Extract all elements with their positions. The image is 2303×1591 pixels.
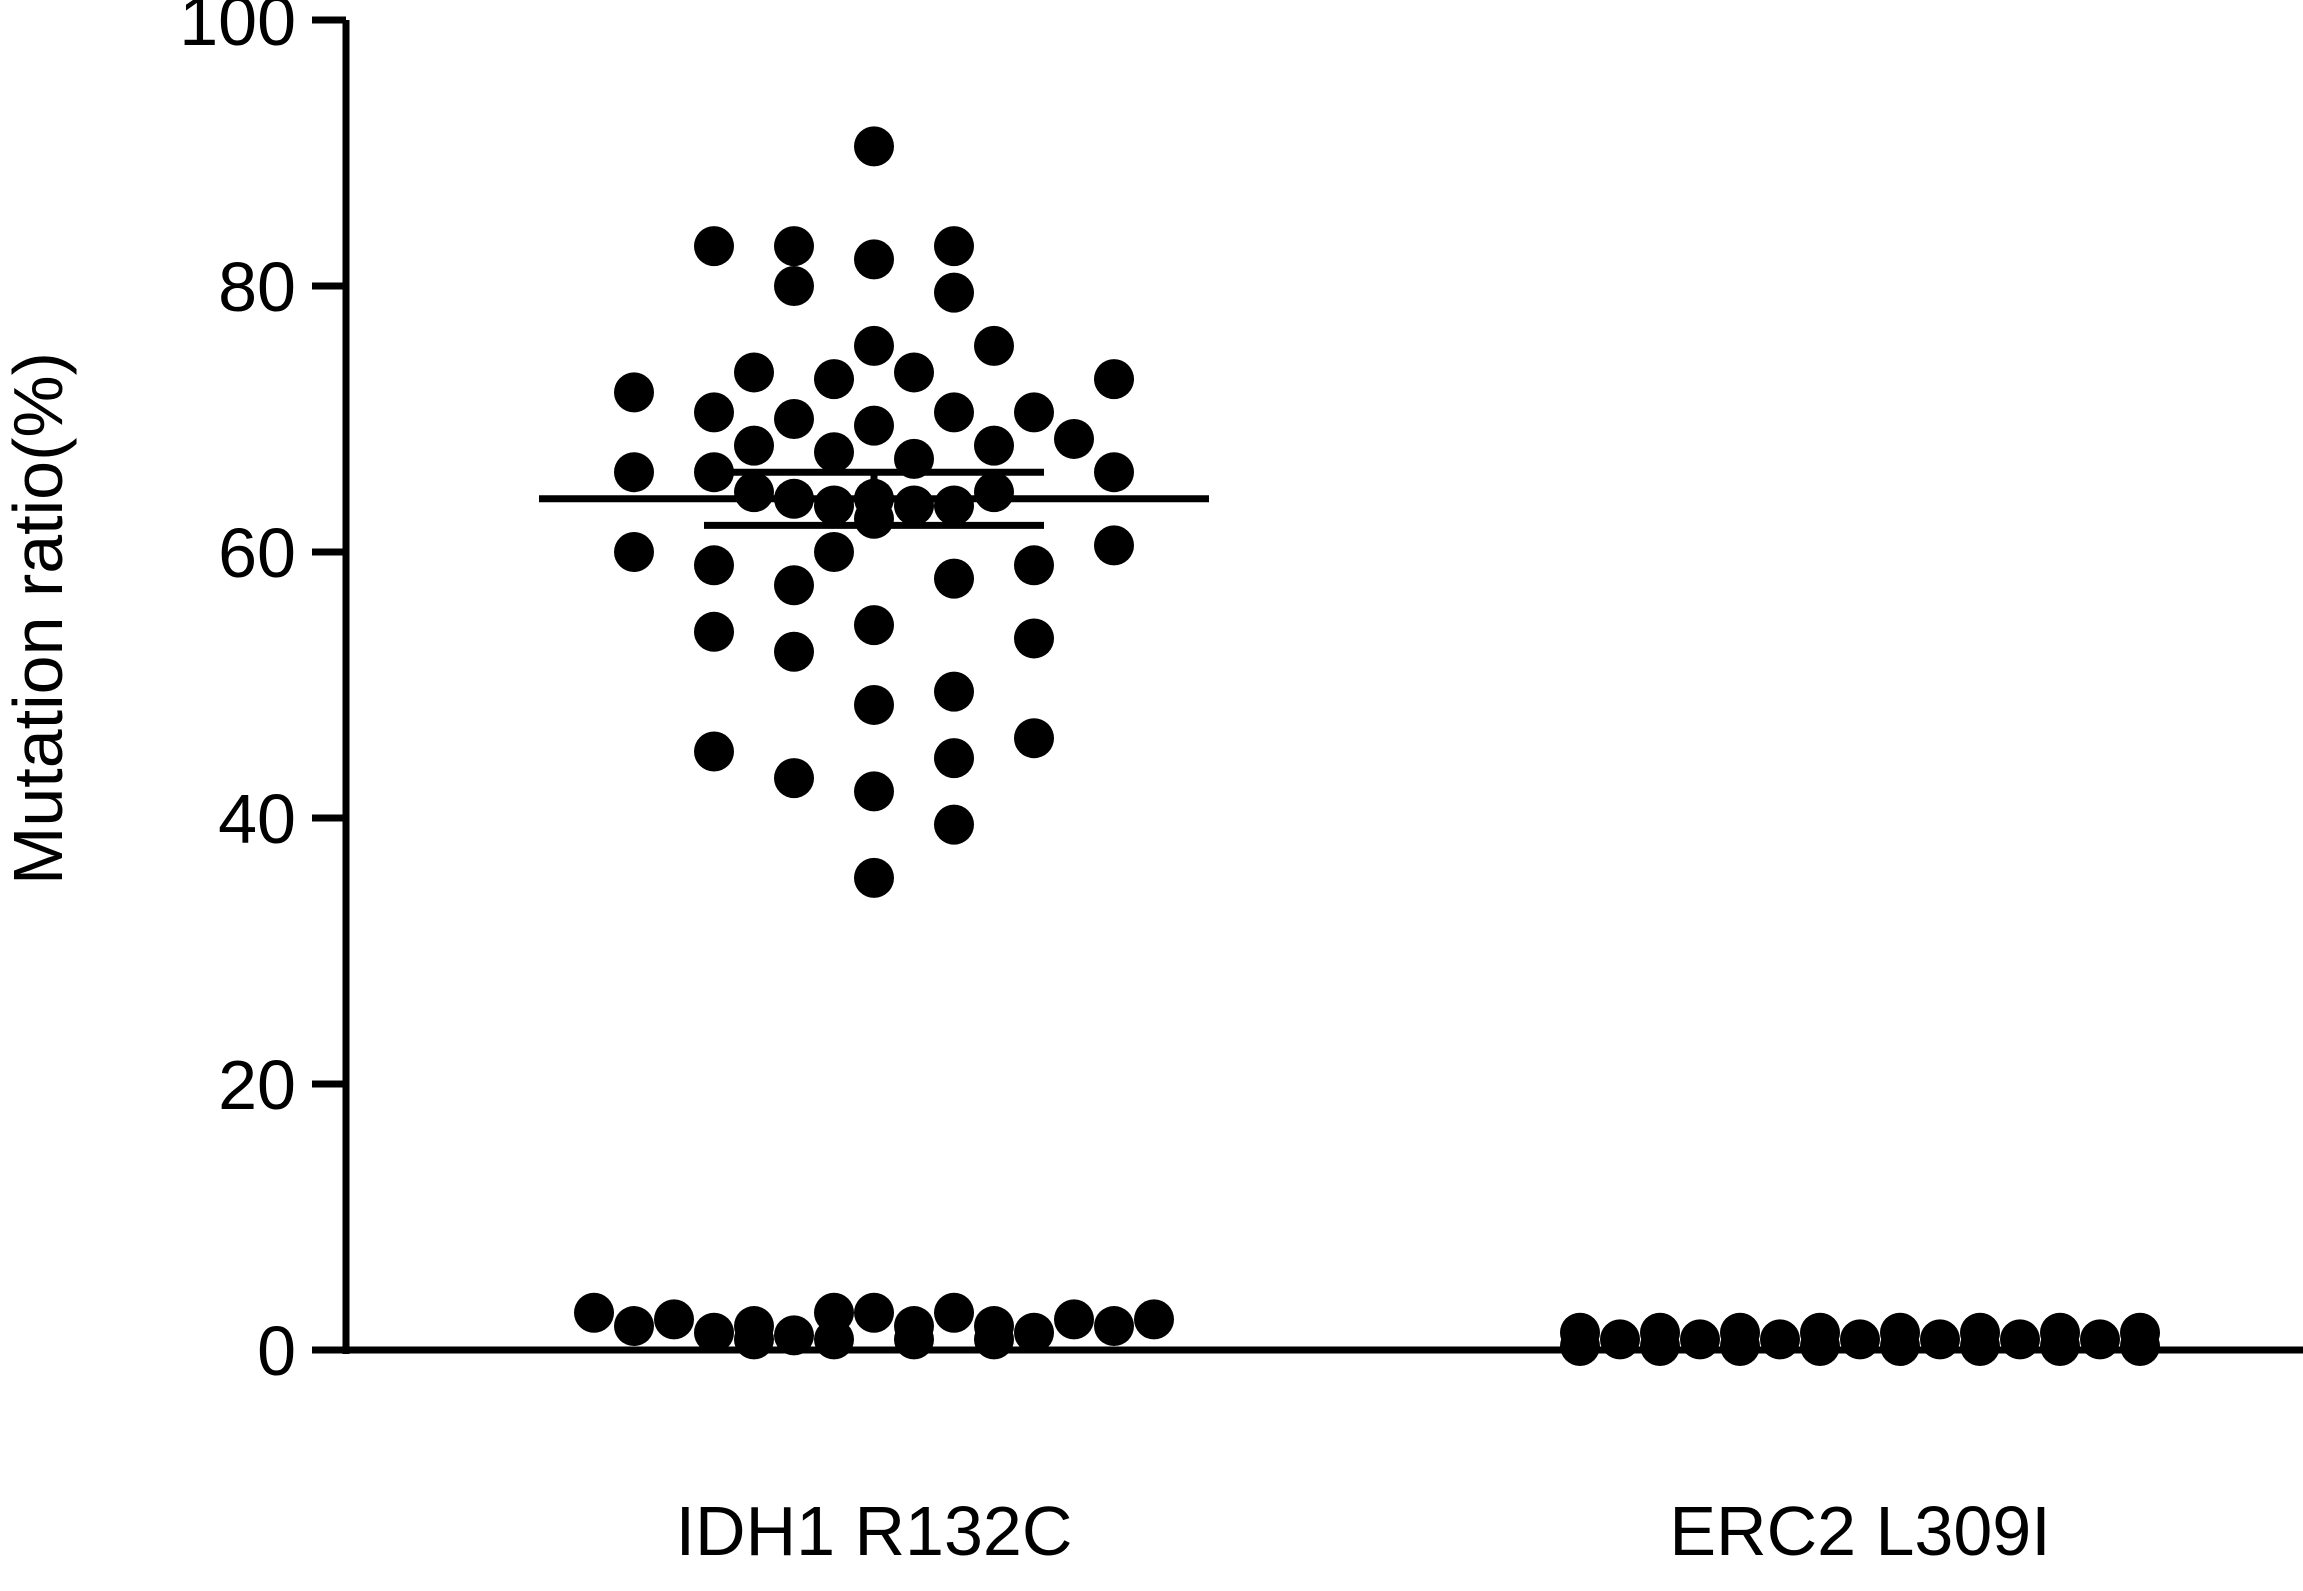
x-axis-category-labels: IDH1 R132C ERC2 L309I xyxy=(676,1492,2051,1570)
y-tick-label: 100 xyxy=(179,0,296,60)
data-point xyxy=(934,1292,974,1333)
data-point xyxy=(614,372,654,413)
data-point xyxy=(1014,618,1054,659)
data-point xyxy=(894,352,934,393)
data-point xyxy=(774,1315,814,1356)
data-point xyxy=(974,472,1014,513)
data-point xyxy=(734,472,774,513)
data-point xyxy=(694,392,734,433)
data-point xyxy=(934,392,974,433)
data-point xyxy=(934,272,974,313)
data-point xyxy=(814,359,854,400)
data-point xyxy=(814,485,854,526)
data-point xyxy=(654,1299,694,1340)
data-point xyxy=(774,266,814,306)
x-category-label: ERC2 L309I xyxy=(1669,1492,2050,1570)
data-point xyxy=(974,425,1014,466)
data-point xyxy=(854,857,894,898)
data-point xyxy=(1094,452,1134,493)
data-point xyxy=(614,532,654,572)
data-point xyxy=(934,671,974,712)
data-point xyxy=(2040,1326,2080,1366)
data-point xyxy=(814,532,854,572)
data-point xyxy=(934,804,974,845)
data-point xyxy=(1560,1326,1600,1366)
data-point xyxy=(854,325,894,366)
data-point xyxy=(894,485,934,526)
data-point xyxy=(854,771,894,812)
data-point xyxy=(1014,718,1054,759)
data-point xyxy=(694,731,734,772)
mean-lines xyxy=(539,468,2180,1354)
data-point xyxy=(1640,1326,1680,1366)
data-point xyxy=(1054,1299,1094,1340)
y-tick-label: 40 xyxy=(218,780,296,858)
axes xyxy=(330,20,2303,1354)
y-axis-title: Mutation ratio(%) xyxy=(0,352,77,885)
data-point xyxy=(1094,1306,1134,1347)
data-point xyxy=(1094,359,1134,400)
data-point xyxy=(854,126,894,167)
x-category-label: IDH1 R132C xyxy=(676,1492,1073,1570)
data-point xyxy=(694,611,734,652)
data-point xyxy=(934,738,974,779)
y-tick-label: 60 xyxy=(218,514,296,592)
data-point xyxy=(1134,1299,1174,1340)
data-point xyxy=(774,399,814,439)
data-point xyxy=(854,405,894,446)
data-point xyxy=(934,226,974,267)
data-point xyxy=(774,565,814,606)
data-point xyxy=(1960,1326,2000,1366)
data-point xyxy=(1014,392,1054,433)
data-point xyxy=(1800,1326,1840,1366)
data-point xyxy=(614,1306,654,1347)
data-point xyxy=(734,425,774,466)
data-point xyxy=(854,605,894,646)
data-point xyxy=(1720,1326,1760,1366)
data-point xyxy=(1014,1312,1054,1353)
data-point xyxy=(934,558,974,599)
y-axis-ticks: 0 20 40 60 80 100 xyxy=(179,0,346,1390)
data-point xyxy=(1880,1326,1920,1366)
data-point xyxy=(854,239,894,280)
y-tick-label: 80 xyxy=(218,248,296,326)
data-point xyxy=(854,1292,894,1333)
data-point xyxy=(694,545,734,586)
data-point xyxy=(774,758,814,799)
y-tick-label: 20 xyxy=(218,1046,296,1124)
data-point xyxy=(854,684,894,725)
data-point xyxy=(614,452,654,493)
data-point xyxy=(734,352,774,393)
data-point xyxy=(974,325,1014,366)
data-point xyxy=(774,226,814,267)
data-point xyxy=(574,1292,614,1333)
data-point xyxy=(1094,525,1134,566)
data-point xyxy=(1054,418,1094,459)
data-points xyxy=(574,126,2160,1366)
data-point xyxy=(774,631,814,672)
data-point xyxy=(814,432,854,473)
data-point xyxy=(934,485,974,526)
data-point xyxy=(694,226,734,267)
y-tick-label: 0 xyxy=(257,1312,296,1390)
data-point xyxy=(694,1312,734,1353)
data-point xyxy=(1014,545,1054,586)
data-point xyxy=(2120,1326,2160,1366)
